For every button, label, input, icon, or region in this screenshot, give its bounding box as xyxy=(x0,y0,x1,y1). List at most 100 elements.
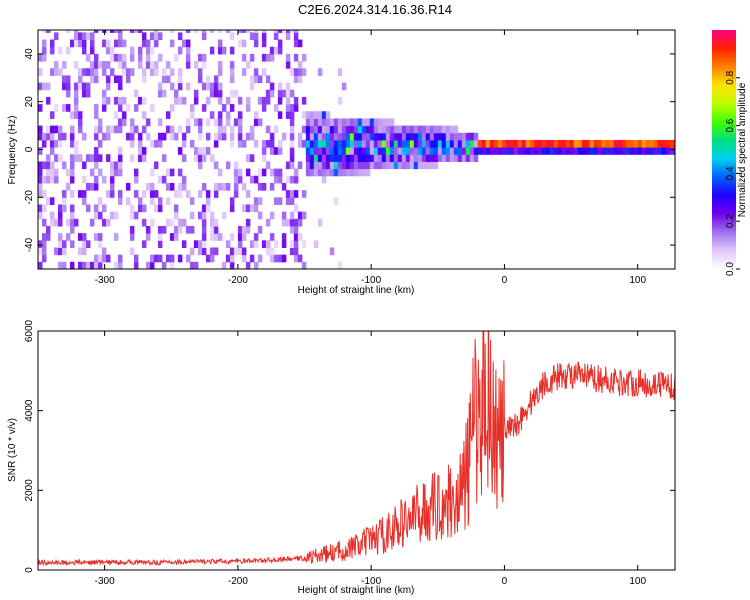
heatmap-cell xyxy=(301,190,307,198)
heatmap-cell xyxy=(293,75,299,84)
heatmap-cell xyxy=(38,125,43,134)
heatmap-cell xyxy=(425,161,431,170)
heatmap-cell xyxy=(185,225,191,234)
heatmap-cell xyxy=(133,104,139,112)
heatmap-cell xyxy=(269,53,275,62)
colorbar-label: Normalized spectral amplitude xyxy=(737,82,748,217)
heatmap-cell xyxy=(301,53,307,62)
heatmap-cell xyxy=(549,147,555,155)
heatmap-cell xyxy=(229,247,235,256)
heatmap-cell xyxy=(109,182,115,191)
heatmap-cell xyxy=(317,168,323,177)
heatmap-cell xyxy=(321,175,327,184)
heatmap-cell xyxy=(53,68,59,76)
heatmap-cell xyxy=(177,190,183,198)
heatmap-cell xyxy=(38,182,43,191)
heatmap-cell xyxy=(61,261,67,269)
heatmap-cell xyxy=(317,154,323,162)
colorbar-tick-label: 0.8 xyxy=(725,70,736,84)
heatmap-cell xyxy=(65,30,71,33)
heatmap-cell xyxy=(133,89,139,98)
heatmap-cell xyxy=(433,161,439,170)
spectrogram-y-label: Frequency (Hz) xyxy=(7,116,18,185)
heatmap-cell xyxy=(389,154,395,162)
heatmap-cell xyxy=(89,182,95,191)
heatmap-cell xyxy=(189,104,195,112)
heatmap-cell xyxy=(221,132,227,141)
heatmap-cell xyxy=(393,161,399,170)
heatmap-cell xyxy=(121,68,127,76)
heatmap-cell xyxy=(129,247,135,256)
heatmap-cell xyxy=(41,53,47,62)
heatmap-cell xyxy=(41,247,47,256)
heatmap-cell xyxy=(553,139,559,148)
heatmap-cell xyxy=(173,225,179,234)
heatmap-cell xyxy=(81,82,87,91)
heatmap-cell xyxy=(605,139,611,148)
heatmap-cell xyxy=(321,111,327,119)
heatmap-cell xyxy=(261,39,267,48)
heatmap-cell xyxy=(169,182,175,191)
heatmap-cell xyxy=(305,161,311,170)
heatmap-cell xyxy=(377,125,383,134)
heatmap-cell xyxy=(173,132,179,141)
y-tick-label: 4000 xyxy=(24,399,35,422)
heatmap-cell xyxy=(41,254,47,263)
heatmap-cell xyxy=(313,111,319,119)
heatmap-cell xyxy=(89,32,95,41)
heatmap-cell xyxy=(237,132,243,141)
heatmap-cell xyxy=(353,168,359,177)
heatmap-cell xyxy=(57,139,63,148)
heatmap-cell xyxy=(45,175,51,184)
heatmap-cell xyxy=(117,53,123,62)
heatmap-cell xyxy=(457,139,463,148)
heatmap-cell xyxy=(329,247,335,256)
heatmap-cell xyxy=(77,32,83,41)
heatmap-cell xyxy=(449,125,455,134)
heatmap-cell xyxy=(289,197,295,205)
heatmap-cell xyxy=(221,261,227,269)
heatmap-cell xyxy=(349,147,355,155)
heatmap-cell xyxy=(225,161,231,170)
heatmap-cell xyxy=(137,30,143,33)
heatmap-cell xyxy=(205,204,211,213)
heatmap-cell xyxy=(301,125,307,134)
heatmap-cell xyxy=(245,218,251,227)
heatmap-cell xyxy=(81,39,87,48)
heatmap-cell xyxy=(373,118,379,127)
heatmap-cell xyxy=(285,104,291,112)
heatmap-cell xyxy=(233,168,239,177)
heatmap-cell xyxy=(429,161,435,170)
heatmap-cell xyxy=(209,89,215,98)
heatmap-cell xyxy=(345,125,351,134)
heatmap-cell xyxy=(241,225,247,234)
heatmap-cell xyxy=(117,197,123,205)
heatmap-cell xyxy=(329,154,335,162)
heatmap-cell xyxy=(281,254,287,263)
heatmap-cell xyxy=(577,139,583,148)
heatmap-cell xyxy=(61,197,67,205)
heatmap-cell xyxy=(361,161,367,170)
heatmap-cell xyxy=(149,182,155,191)
heatmap-cell xyxy=(401,125,407,134)
heatmap-cell xyxy=(549,139,555,148)
heatmap-cell xyxy=(145,53,151,62)
heatmap-cell xyxy=(57,211,63,220)
heatmap-cell xyxy=(229,261,235,269)
heatmap-cell xyxy=(277,254,283,263)
heatmap-cell xyxy=(77,39,83,48)
colorbar-tick-label: 0.0 xyxy=(725,262,736,276)
heatmap-cell xyxy=(93,75,99,84)
heatmap-cell xyxy=(229,104,235,112)
heatmap-cell xyxy=(277,147,283,155)
heatmap-cell xyxy=(353,154,359,162)
heatmap-cell xyxy=(237,175,243,184)
heatmap-cell xyxy=(185,46,191,55)
heatmap-cell xyxy=(165,61,171,69)
heatmap-cell xyxy=(193,147,199,155)
heatmap-cell xyxy=(321,132,327,141)
heatmap-cell xyxy=(297,161,303,170)
heatmap-cell xyxy=(217,233,223,241)
heatmap-cell xyxy=(525,147,531,155)
heatmap-cell xyxy=(49,132,55,141)
